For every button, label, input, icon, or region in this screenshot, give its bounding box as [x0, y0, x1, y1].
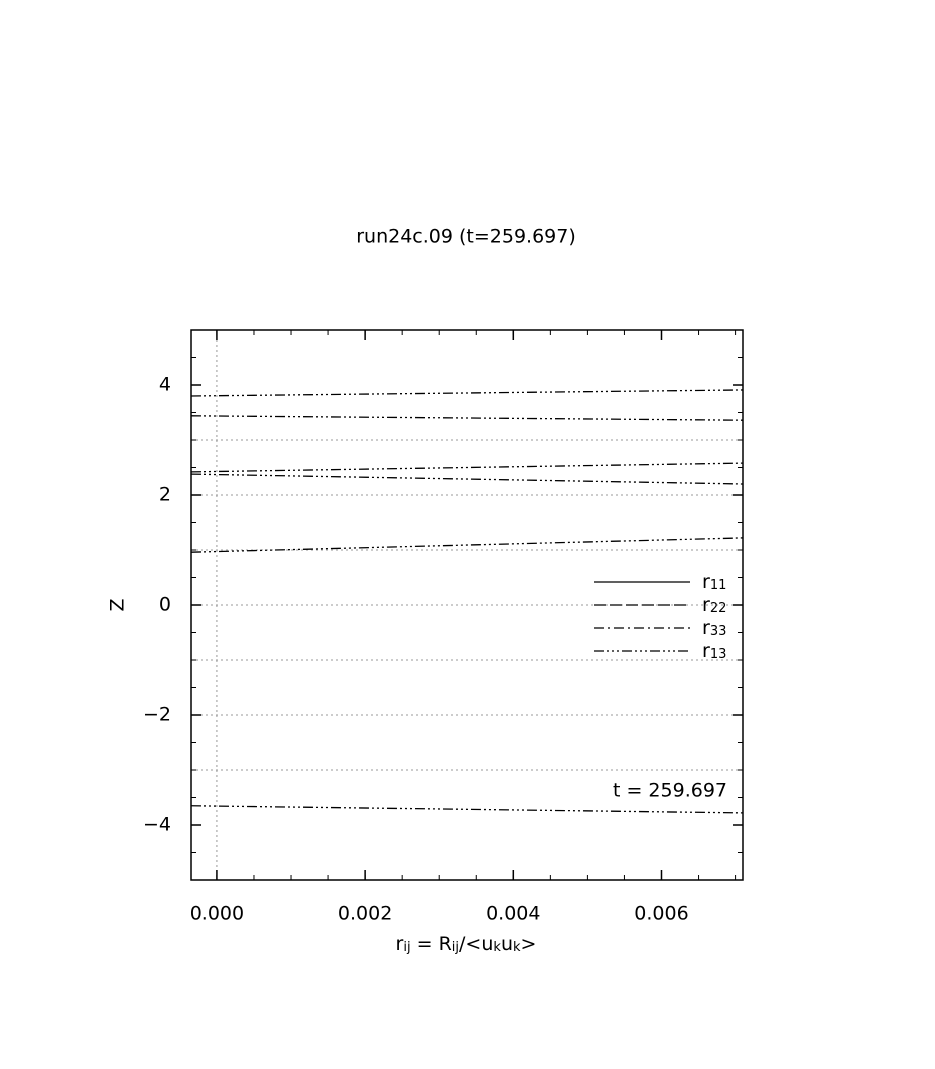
x-tick-label: 0.004 — [486, 903, 540, 925]
x-label-part: /<u — [459, 933, 493, 955]
legend-subscript: 33 — [710, 624, 727, 639]
x-label-part: r — [396, 933, 404, 955]
legend-label: r11 — [702, 571, 726, 594]
legend-name: r — [702, 617, 710, 639]
legend-name: r — [702, 640, 710, 662]
x-label-part: ij — [403, 940, 410, 955]
legend-name: r — [702, 594, 710, 616]
x-tick-label: 0.000 — [190, 903, 244, 925]
legend-subscript: 11 — [710, 578, 727, 593]
x-tick-label: 0.002 — [338, 903, 392, 925]
legend-label: r33 — [702, 617, 726, 640]
y-axis-label: Z — [107, 598, 129, 611]
legend-label: r22 — [702, 594, 726, 617]
legend-subscript: 22 — [710, 601, 727, 616]
legend-subscript: 13 — [710, 647, 727, 662]
legend-label: r13 — [702, 640, 726, 663]
annotation: t = 259.697 — [613, 780, 727, 802]
x-label-part: u — [501, 933, 513, 955]
y-tick-label: 0 — [159, 594, 171, 616]
x-label-part: k — [513, 940, 521, 955]
x-label-part: k — [493, 940, 501, 955]
x-axis-label: rij = Rij/<ukuk> — [396, 933, 537, 956]
y-tick-label: 4 — [159, 374, 171, 396]
x-label-part: = R — [411, 933, 452, 955]
series-line — [190, 389, 744, 814]
legend-name: r — [702, 571, 710, 593]
x-tick-label: 0.006 — [634, 903, 688, 925]
y-tick-label: −2 — [143, 704, 171, 726]
x-label-part: ij — [452, 940, 459, 955]
x-label-part: > — [521, 933, 537, 955]
y-tick-label: −4 — [143, 814, 171, 836]
y-tick-label: 2 — [159, 484, 171, 506]
chart-title: run24c.09 (t=259.697) — [356, 226, 576, 248]
